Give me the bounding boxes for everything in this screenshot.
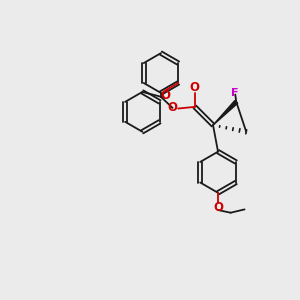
Text: O: O — [190, 82, 200, 94]
Polygon shape — [213, 100, 238, 125]
Text: O: O — [168, 101, 178, 114]
Text: O: O — [160, 89, 170, 102]
Text: F: F — [231, 88, 238, 98]
Text: O: O — [213, 201, 223, 214]
